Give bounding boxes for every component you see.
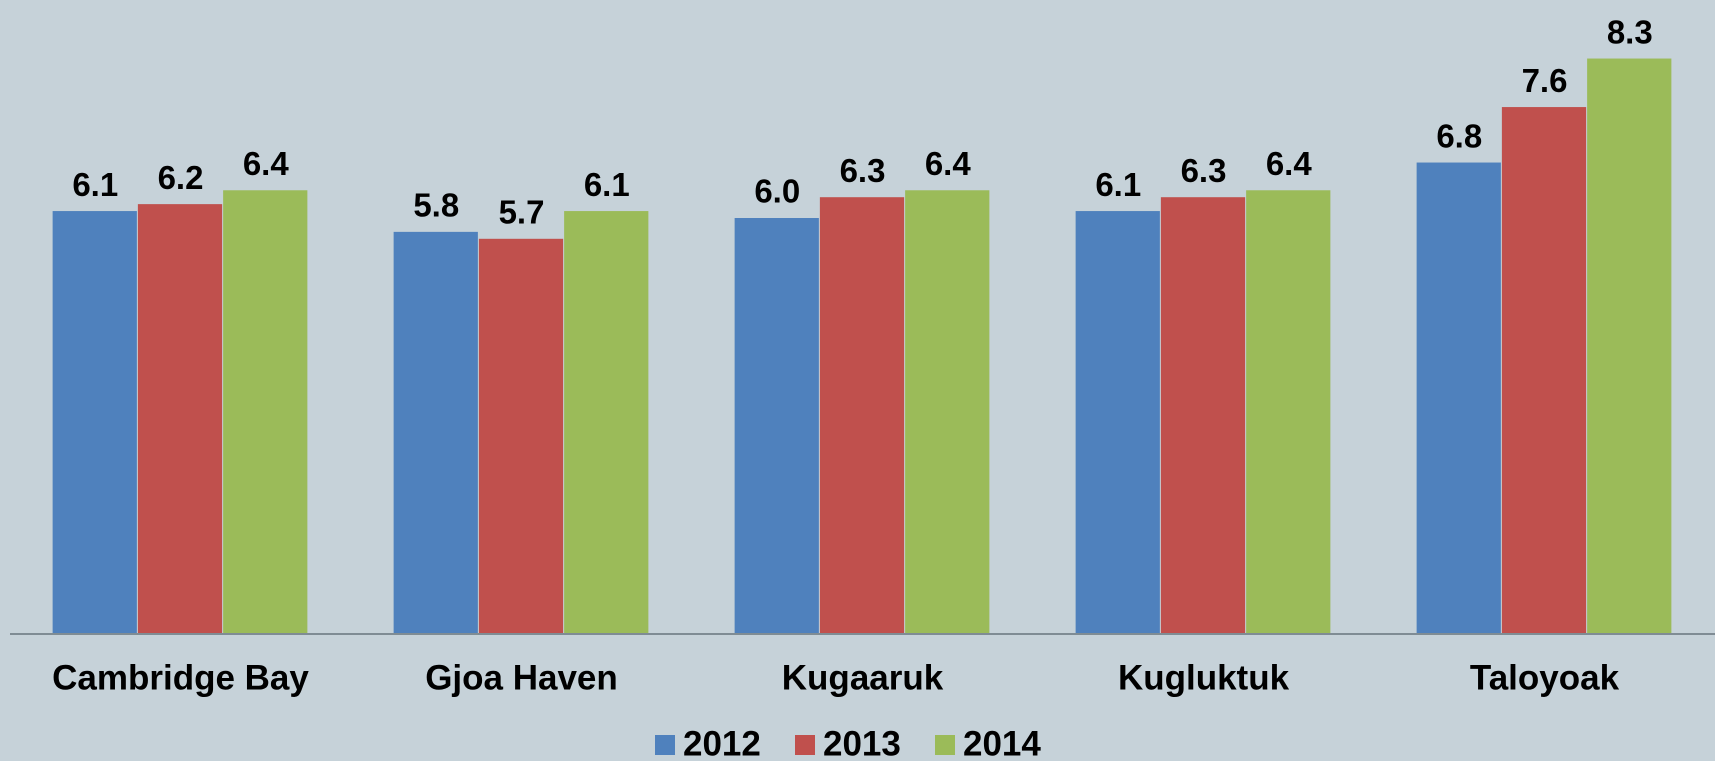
data-label: 6.3 <box>1181 152 1227 189</box>
bar <box>478 238 564 635</box>
data-label: 6.1 <box>72 166 118 203</box>
legend-label: 2013 <box>823 724 901 761</box>
data-label: 6.4 <box>925 145 972 182</box>
data-label: 6.1 <box>584 166 630 203</box>
data-label: 6.3 <box>840 152 886 189</box>
data-label: 8.3 <box>1607 13 1653 50</box>
bar <box>223 190 308 634</box>
data-label: 7.6 <box>1522 62 1568 99</box>
bar <box>393 231 478 634</box>
data-label: 6.4 <box>243 145 290 182</box>
legend-label: 2014 <box>963 724 1041 761</box>
bar <box>1246 190 1331 634</box>
bar <box>905 190 990 634</box>
data-label: 5.8 <box>413 187 459 224</box>
legend-label: 2012 <box>683 724 761 761</box>
data-label: 6.8 <box>1436 117 1482 154</box>
bar <box>1160 197 1246 634</box>
x-tick-label: Kugluktuk <box>1118 658 1290 697</box>
data-label: 5.7 <box>499 194 545 231</box>
x-tick-label: Cambridge Bay <box>52 658 309 697</box>
bar <box>564 211 649 635</box>
legend-swatch <box>655 735 675 755</box>
data-label: 6.2 <box>158 159 204 196</box>
legend-swatch <box>935 735 955 755</box>
bar <box>1416 162 1501 635</box>
bar <box>52 211 137 635</box>
data-label: 6.1 <box>1095 166 1141 203</box>
x-tick-label: Gjoa Haven <box>425 658 618 697</box>
bar <box>137 204 223 634</box>
bar <box>1075 211 1160 635</box>
x-tick-label: Kugaaruk <box>782 658 944 697</box>
data-label: 6.4 <box>1266 145 1313 182</box>
bar <box>1587 58 1672 635</box>
x-tick-label: Taloyoak <box>1470 658 1620 697</box>
bar <box>819 197 905 634</box>
bar <box>1501 107 1587 635</box>
data-label: 6.0 <box>754 173 800 210</box>
legend-swatch <box>795 735 815 755</box>
bar <box>734 218 819 634</box>
